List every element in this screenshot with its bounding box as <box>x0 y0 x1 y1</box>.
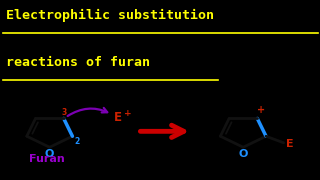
Text: reactions of furan: reactions of furan <box>6 56 150 69</box>
Text: +: + <box>257 105 265 115</box>
Text: O: O <box>238 149 248 159</box>
Text: E: E <box>114 111 122 124</box>
Text: O: O <box>45 149 54 159</box>
Text: 3: 3 <box>62 108 67 117</box>
FancyArrowPatch shape <box>68 108 107 116</box>
Text: +: + <box>124 109 132 118</box>
FancyArrowPatch shape <box>140 125 184 138</box>
Text: E: E <box>286 139 294 149</box>
Text: 2: 2 <box>75 137 80 146</box>
Text: Furan: Furan <box>28 154 64 164</box>
Text: Electrophilic substitution: Electrophilic substitution <box>6 9 214 22</box>
